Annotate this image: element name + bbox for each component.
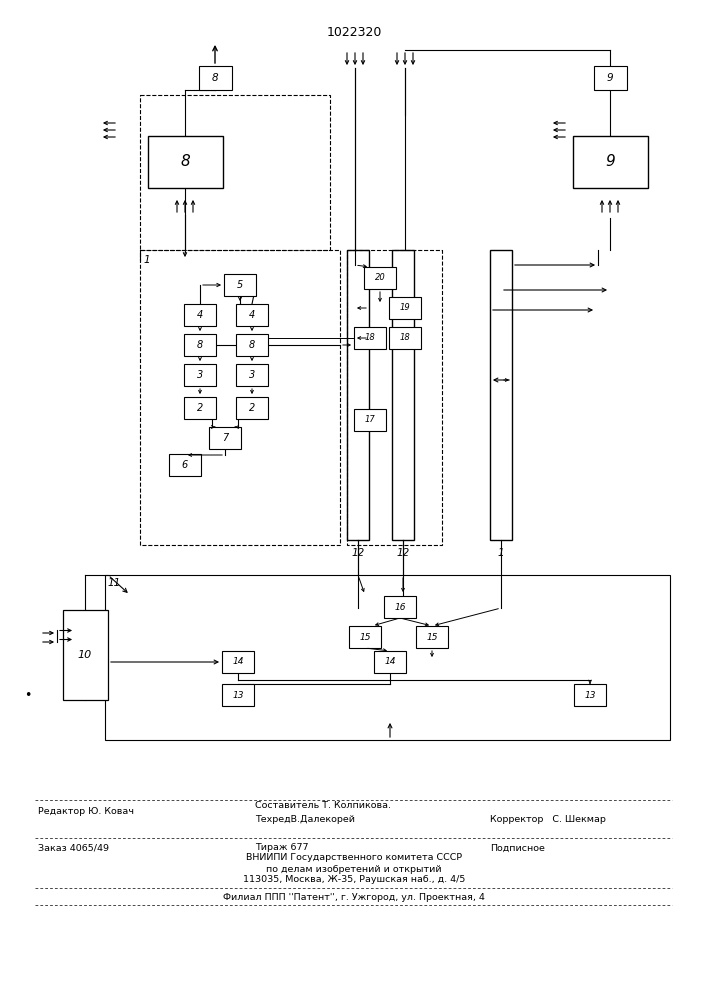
Bar [416, 626, 448, 648]
Bar [236, 334, 268, 356]
Bar [384, 596, 416, 618]
Text: 1022320: 1022320 [327, 25, 382, 38]
Bar [184, 397, 216, 419]
Bar [364, 267, 396, 289]
Text: 113035, Москва, Ж-35, Раушская наб., д. 4/5: 113035, Москва, Ж-35, Раушская наб., д. … [243, 874, 465, 884]
Text: 16: 16 [395, 602, 406, 611]
Text: 7: 7 [222, 433, 228, 443]
Bar [140, 250, 340, 545]
Bar [573, 136, 648, 188]
Bar [354, 409, 386, 431]
Bar [224, 274, 256, 296]
Bar [184, 334, 216, 356]
Bar [209, 427, 241, 449]
Text: 2: 2 [249, 403, 255, 413]
Bar [105, 575, 670, 740]
Text: 2: 2 [197, 403, 203, 413]
Bar [347, 250, 442, 545]
Bar [236, 304, 268, 326]
Bar [389, 327, 421, 349]
Text: по делам изобретений и открытий: по делам изобретений и открытий [267, 864, 442, 874]
Bar [140, 95, 330, 250]
Text: 8: 8 [211, 73, 218, 83]
Text: ТехредВ.Далекорей: ТехредВ.Далекорей [255, 816, 355, 824]
Text: 8: 8 [197, 340, 203, 350]
Text: Филиал ПΠΠ ''Патент'', г. Ужгород, ул. Проектная, 4: Филиал ПΠΠ ''Патент'', г. Ужгород, ул. П… [223, 892, 485, 902]
Text: 11: 11 [108, 578, 121, 588]
Text: 1: 1 [143, 255, 150, 265]
Text: 15: 15 [426, 633, 438, 642]
Bar [199, 66, 231, 90]
Bar [184, 364, 216, 386]
Bar [389, 297, 421, 319]
Bar [574, 684, 606, 706]
Text: 18: 18 [399, 334, 410, 342]
Bar [169, 454, 201, 476]
Text: •: • [24, 688, 32, 702]
Bar [62, 610, 107, 700]
Bar [354, 327, 386, 349]
Text: 14: 14 [233, 658, 244, 666]
Bar [347, 250, 369, 540]
Text: Редактор Ю. Ковач: Редактор Ю. Ковач [38, 808, 134, 816]
Text: Заказ 4065/49: Заказ 4065/49 [38, 844, 109, 852]
Text: ВНИИПИ Государственного комитета СССР: ВНИИПИ Государственного комитета СССР [246, 854, 462, 862]
Bar [184, 304, 216, 326]
Text: Подписное: Подписное [490, 844, 545, 852]
Text: Корректор   С. Шекмар: Корректор С. Шекмар [490, 816, 606, 824]
Text: 5: 5 [237, 280, 243, 290]
Text: 4: 4 [197, 310, 203, 320]
Text: 12: 12 [397, 548, 409, 558]
Text: 9: 9 [607, 73, 613, 83]
Bar [593, 66, 626, 90]
Text: 10: 10 [78, 650, 92, 660]
Text: Тираж 677: Тираж 677 [255, 844, 308, 852]
Bar [392, 250, 414, 540]
Bar [236, 364, 268, 386]
Text: Составитель Т. Колпикова.: Составитель Т. Колпикова. [255, 802, 391, 810]
Text: 14: 14 [384, 658, 396, 666]
Bar [490, 250, 512, 540]
Bar [374, 651, 406, 673]
Text: 8: 8 [249, 340, 255, 350]
Text: 18: 18 [365, 334, 375, 342]
Text: 6: 6 [182, 460, 188, 470]
Text: 19: 19 [399, 304, 410, 312]
Text: 12: 12 [351, 548, 365, 558]
Bar [222, 651, 254, 673]
Bar [349, 626, 381, 648]
Text: 9: 9 [605, 154, 615, 169]
Text: 1: 1 [498, 548, 504, 558]
Text: 3: 3 [197, 370, 203, 380]
Text: 20: 20 [375, 273, 385, 282]
Text: 13: 13 [233, 690, 244, 700]
Bar [236, 397, 268, 419]
Bar [222, 684, 254, 706]
Text: 3: 3 [249, 370, 255, 380]
Text: 8: 8 [180, 154, 190, 169]
Text: 15: 15 [359, 633, 370, 642]
Text: 13: 13 [584, 690, 596, 700]
Bar [148, 136, 223, 188]
Text: 17: 17 [365, 416, 375, 424]
Text: 4: 4 [249, 310, 255, 320]
